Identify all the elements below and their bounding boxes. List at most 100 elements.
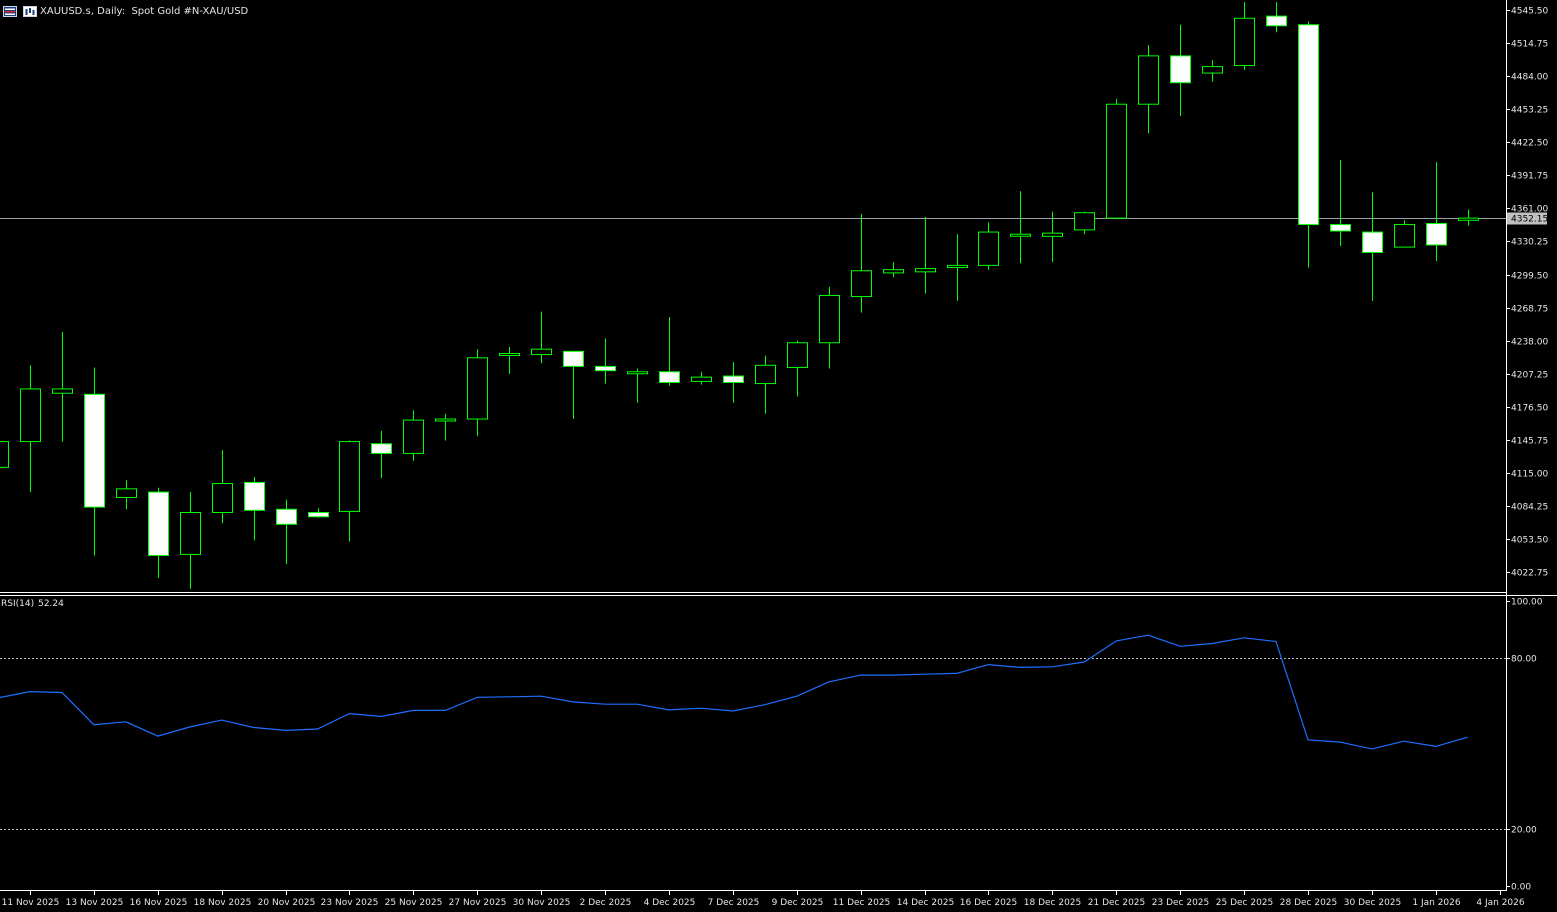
candle-body bbox=[1394, 224, 1415, 248]
candle bbox=[116, 480, 137, 510]
candle bbox=[435, 413, 456, 441]
candlestick-series bbox=[0, 2, 1479, 589]
time-tick-label: 7 Dec 2025 bbox=[708, 898, 760, 908]
candle-body bbox=[1138, 55, 1159, 105]
candle-body bbox=[819, 294, 840, 344]
candle bbox=[84, 367, 105, 556]
time-tick-label: 30 Dec 2025 bbox=[1344, 898, 1402, 908]
candle-body bbox=[883, 269, 904, 274]
rsi-series bbox=[0, 634, 1468, 750]
price-tick-label: 4176.50 bbox=[1511, 404, 1548, 414]
price-tick-label: 4545.50 bbox=[1511, 7, 1548, 17]
candle-body bbox=[1106, 103, 1127, 219]
candle bbox=[883, 262, 904, 278]
candle bbox=[212, 450, 233, 524]
time-tick-label: 11 Nov 2025 bbox=[2, 898, 60, 908]
candle bbox=[403, 410, 424, 461]
candle bbox=[627, 368, 648, 403]
candle-body bbox=[499, 352, 520, 356]
rsi-tick-label: 80.00 bbox=[1511, 655, 1537, 665]
candle bbox=[1010, 191, 1031, 264]
candle-body bbox=[1266, 15, 1287, 27]
price-tick-label: 4145.75 bbox=[1511, 437, 1548, 447]
candle bbox=[1266, 2, 1287, 33]
candle-body bbox=[1458, 217, 1479, 221]
price-tick-label: 4207.25 bbox=[1511, 371, 1548, 381]
candle bbox=[499, 347, 520, 374]
price-tick-label: 4330.25 bbox=[1511, 238, 1548, 248]
chart-window-icon[interactable] bbox=[3, 5, 17, 17]
candle bbox=[1330, 160, 1351, 247]
candle bbox=[52, 331, 73, 442]
candle-body bbox=[371, 443, 392, 454]
candle-body bbox=[1010, 233, 1031, 237]
time-tick-label: 23 Dec 2025 bbox=[1152, 898, 1210, 908]
candle bbox=[531, 311, 552, 364]
candle-body bbox=[978, 231, 999, 266]
time-tick-label: 30 Nov 2025 bbox=[513, 898, 571, 908]
candle-body bbox=[308, 511, 329, 518]
candle bbox=[659, 316, 680, 386]
candle-body bbox=[691, 376, 712, 382]
time-tick-label: 11 Dec 2025 bbox=[833, 898, 891, 908]
candle-body bbox=[723, 375, 744, 383]
chart-header: XAUUSD.s, Daily: Spot Gold #N-XAU/USD bbox=[0, 2, 248, 20]
time-tick-label: 14 Dec 2025 bbox=[897, 898, 955, 908]
candle-body bbox=[244, 481, 265, 511]
price-tick-label: 4115.00 bbox=[1511, 470, 1548, 480]
candle bbox=[691, 371, 712, 385]
candle-body bbox=[787, 342, 808, 368]
candle-body bbox=[148, 491, 169, 556]
candle bbox=[1074, 211, 1095, 235]
candle bbox=[1234, 2, 1255, 70]
candle-body bbox=[467, 357, 488, 420]
candle bbox=[978, 222, 999, 270]
price-tick-label: 4514.75 bbox=[1511, 40, 1548, 50]
time-tick-label: 25 Dec 2025 bbox=[1216, 898, 1274, 908]
rsi-name: RSI(14) bbox=[1, 599, 35, 609]
time-tick-label: 28 Dec 2025 bbox=[1280, 898, 1338, 908]
candle-body bbox=[0, 441, 9, 468]
time-tick-label: 27 Nov 2025 bbox=[449, 898, 507, 908]
candle bbox=[1138, 45, 1159, 134]
symbol-name: XAUUSD.s, bbox=[40, 5, 94, 17]
candle bbox=[1202, 60, 1223, 82]
candle-body bbox=[915, 268, 936, 273]
candle-body bbox=[276, 508, 297, 525]
candle-body bbox=[1074, 212, 1095, 231]
time-tick-label: 16 Nov 2025 bbox=[130, 898, 188, 908]
candle bbox=[851, 213, 872, 313]
candle bbox=[595, 338, 616, 384]
candle-body bbox=[659, 371, 680, 383]
rsi-tick-label: 20.00 bbox=[1511, 826, 1537, 836]
candle-body bbox=[1042, 232, 1063, 237]
candle bbox=[467, 349, 488, 437]
candle bbox=[915, 217, 936, 294]
time-tick-label: 1 Jan 2026 bbox=[1412, 898, 1460, 908]
candle-body bbox=[1298, 24, 1319, 226]
time-tick-label: 23 Nov 2025 bbox=[321, 898, 379, 908]
time-tick-label: 20 Nov 2025 bbox=[258, 898, 316, 908]
price-tick-label: 4453.25 bbox=[1511, 106, 1548, 116]
current-price-marker: 4352.15 bbox=[1507, 212, 1548, 225]
price-tick-label: 4022.75 bbox=[1511, 569, 1548, 579]
candle-body bbox=[435, 418, 456, 422]
candle bbox=[180, 492, 201, 589]
time-tick-label: 9 Dec 2025 bbox=[772, 898, 824, 908]
candle bbox=[371, 430, 392, 479]
candle-body bbox=[947, 264, 968, 269]
price-axis: 4545.50 4514.75 4484.00 4453.25 4422.50 4391.… bbox=[1506, 7, 1548, 579]
time-tick-label: 25 Nov 2025 bbox=[385, 898, 443, 908]
candle bbox=[1394, 220, 1415, 248]
candle-body bbox=[755, 364, 776, 385]
price-tick-label: 4053.50 bbox=[1511, 536, 1548, 546]
candle-body bbox=[1362, 231, 1383, 253]
time-tick-label: 18 Nov 2025 bbox=[194, 898, 252, 908]
time-tick-label: 4 Dec 2025 bbox=[644, 898, 696, 908]
candle bbox=[1426, 162, 1447, 262]
candle bbox=[339, 440, 360, 542]
candle-body bbox=[339, 441, 360, 512]
price-tick-label: 4361.00 bbox=[1511, 205, 1548, 215]
chart-type-icon[interactable] bbox=[23, 5, 37, 17]
